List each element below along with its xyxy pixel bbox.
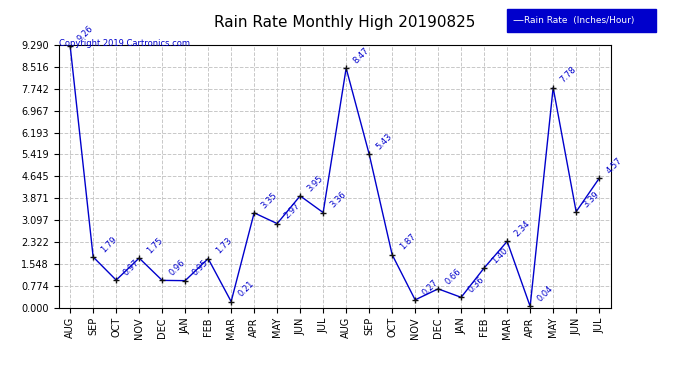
Text: 3.39: 3.39	[582, 189, 601, 209]
Text: 0.66: 0.66	[444, 267, 463, 286]
Text: 0.04: 0.04	[535, 284, 555, 304]
Text: 1.75: 1.75	[145, 236, 164, 255]
Text: 9.26: 9.26	[76, 24, 95, 43]
Text: 2.97: 2.97	[283, 201, 302, 221]
Text: 0.21: 0.21	[237, 279, 256, 299]
Text: 3.35: 3.35	[259, 190, 279, 210]
Text: 0.95: 0.95	[190, 258, 210, 278]
Text: 7.78: 7.78	[559, 65, 578, 85]
Text: 2.34: 2.34	[513, 219, 532, 239]
Text: 1.40: 1.40	[490, 246, 509, 265]
Text: 0.36: 0.36	[466, 275, 486, 294]
Text: 3.95: 3.95	[306, 174, 325, 193]
Text: Copyright 2019 Cartronics.com: Copyright 2019 Cartronics.com	[59, 39, 190, 48]
Text: 3.36: 3.36	[328, 190, 348, 210]
Text: 8.47: 8.47	[352, 46, 371, 65]
Text: 0.96: 0.96	[168, 258, 187, 278]
Text: 4.57: 4.57	[604, 156, 624, 176]
Text: 1.87: 1.87	[397, 232, 417, 252]
Text: Rain Rate Monthly High 20190825: Rain Rate Monthly High 20190825	[215, 15, 475, 30]
Text: Rain Rate  (Inches/Hour): Rain Rate (Inches/Hour)	[524, 16, 635, 25]
Text: 5.43: 5.43	[375, 132, 394, 151]
Text: 0.97: 0.97	[121, 258, 141, 278]
Text: 1.73: 1.73	[214, 236, 233, 256]
Text: 1.79: 1.79	[99, 235, 118, 254]
Text: 0.27: 0.27	[421, 278, 440, 297]
Text: —: —	[513, 15, 524, 25]
